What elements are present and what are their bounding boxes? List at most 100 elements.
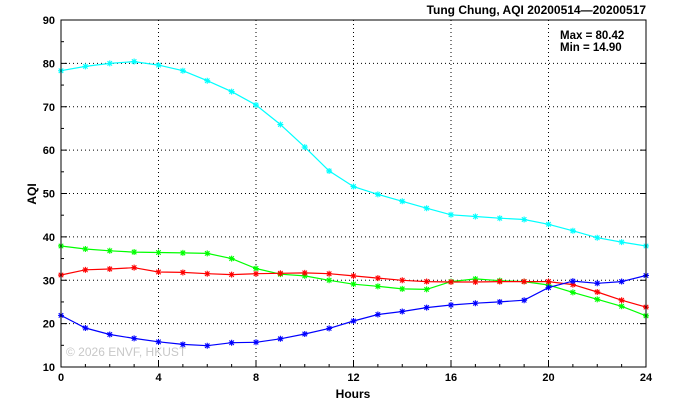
data-point: [228, 271, 235, 278]
y-tick-label: 70: [43, 102, 55, 114]
data-point: [277, 121, 284, 128]
series-3: [58, 264, 649, 311]
data-point: [399, 285, 406, 292]
series-layer: [58, 58, 649, 349]
series-line: [60, 60, 647, 247]
y-tick-label: 30: [43, 275, 55, 287]
data-point: [179, 341, 186, 348]
data-point: [106, 247, 113, 254]
data-point: [350, 183, 357, 190]
data-point: [326, 270, 333, 277]
data-point: [545, 278, 552, 285]
data-point: [496, 298, 503, 305]
data-point: [253, 265, 259, 272]
data-point: [569, 289, 576, 296]
data-point: [521, 278, 528, 285]
data-point: [521, 216, 528, 223]
data-point: [350, 318, 357, 325]
data-point: [179, 67, 186, 74]
data-point: [131, 249, 138, 256]
data-point: [228, 339, 235, 346]
data-point: [374, 275, 381, 282]
data-point: [301, 269, 308, 276]
data-point: [545, 221, 552, 228]
data-point: [228, 88, 235, 95]
data-point: [569, 278, 576, 285]
x-tick-label: 4: [155, 372, 162, 384]
data-point: [253, 102, 259, 109]
y-tick-label: 40: [43, 232, 55, 244]
x-tick-label: 8: [253, 372, 259, 384]
data-point: [179, 269, 186, 276]
data-point: [204, 250, 211, 257]
data-point: [399, 277, 406, 284]
chart-title: Tung Chung, AQI 20200514—20200517: [427, 3, 647, 17]
data-point: [448, 278, 454, 285]
data-point: [618, 303, 625, 310]
y-tick-label: 50: [43, 189, 55, 201]
x-tick-label: 12: [347, 372, 359, 384]
data-point: [131, 264, 138, 271]
x-tick-label: 20: [542, 372, 554, 384]
data-point: [82, 266, 89, 273]
data-point: [326, 167, 333, 174]
data-point: [179, 249, 186, 256]
data-point: [423, 205, 430, 212]
data-point: [106, 265, 113, 272]
min-label: Min = 14.90: [560, 42, 622, 54]
data-point: [204, 77, 211, 84]
data-point: [253, 270, 259, 277]
y-axis-title: AQI: [25, 183, 39, 204]
series-1: [58, 58, 649, 249]
y-tick-label: 60: [43, 145, 55, 157]
data-point: [228, 255, 235, 262]
data-point: [204, 342, 211, 349]
ticks: 0 4 8 12 16 20 24 10 20 30 40 50 60 70 80 90: [43, 15, 653, 384]
data-point: [472, 275, 479, 282]
data-point: [374, 191, 381, 198]
data-point: [423, 286, 430, 293]
data-point: [594, 296, 601, 303]
data-point: [472, 213, 479, 220]
data-point: [496, 278, 503, 285]
x-tick-label: 24: [640, 372, 653, 384]
y-tick-label: 90: [43, 15, 55, 27]
data-point: [131, 58, 138, 65]
y-tick-label: 10: [43, 362, 55, 374]
data-point: [545, 284, 552, 291]
y-tick-label: 20: [43, 319, 55, 331]
data-point: [106, 60, 113, 67]
data-point: [82, 246, 89, 253]
data-point: [448, 301, 454, 308]
data-point: [155, 269, 162, 276]
y-tick-label: 80: [43, 58, 55, 70]
data-point: [399, 308, 406, 315]
data-point: [326, 325, 333, 332]
data-point: [253, 339, 259, 346]
x-axis-title: Hours: [336, 387, 371, 401]
data-point: [569, 227, 576, 234]
data-point: [521, 297, 528, 304]
data-point: [448, 211, 454, 218]
data-point: [301, 331, 308, 338]
data-point: [106, 331, 113, 338]
data-point: [569, 281, 576, 288]
data-point: [301, 272, 308, 279]
data-point: [277, 335, 284, 342]
data-point: [131, 335, 138, 342]
data-point: [618, 278, 625, 285]
data-point: [618, 297, 625, 304]
max-label: Max = 80.42: [560, 30, 624, 42]
data-point: [594, 288, 601, 295]
watermark: © 2026 ENVF, HKUST: [66, 345, 187, 359]
data-point: [472, 278, 479, 285]
data-point: [423, 304, 430, 311]
data-point: [350, 281, 357, 288]
data-point: [594, 234, 601, 241]
data-point: [374, 283, 381, 290]
data-point: [374, 311, 381, 318]
data-point: [326, 277, 333, 284]
data-point: [472, 300, 479, 307]
data-point: [82, 324, 89, 331]
data-point: [594, 280, 601, 287]
